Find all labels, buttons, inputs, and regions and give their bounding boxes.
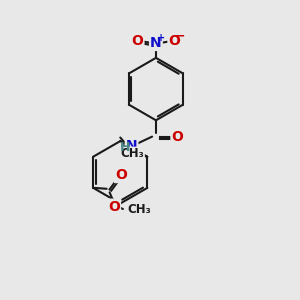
Text: +: +	[157, 33, 165, 43]
Text: CH₃: CH₃	[121, 147, 144, 160]
Text: N: N	[150, 36, 162, 50]
Text: CH₃: CH₃	[128, 203, 151, 216]
Text: O: O	[132, 34, 143, 48]
Text: O: O	[108, 200, 120, 214]
Text: O: O	[171, 130, 183, 144]
Text: O: O	[115, 168, 127, 182]
Text: H: H	[120, 141, 130, 154]
Text: −: −	[175, 29, 186, 42]
Text: O: O	[168, 34, 180, 48]
Text: N: N	[126, 139, 137, 153]
